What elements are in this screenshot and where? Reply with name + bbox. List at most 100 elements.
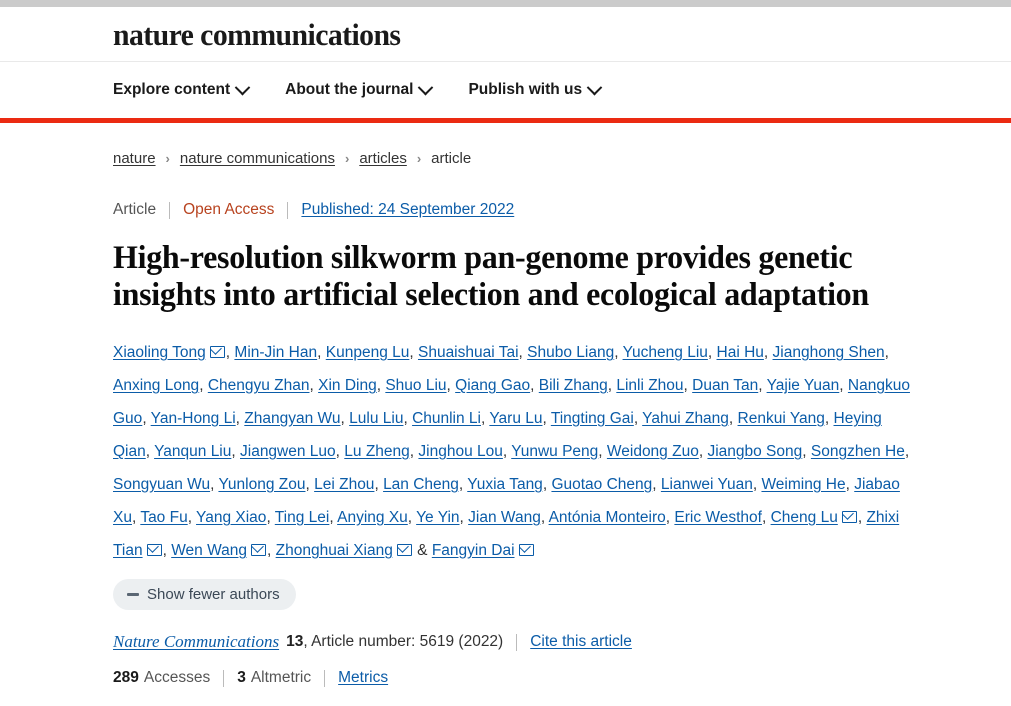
- author-link[interactable]: Eric Westhof: [674, 509, 762, 526]
- author-separator: ,: [235, 410, 245, 427]
- author-link[interactable]: Yang Xiao: [196, 509, 267, 526]
- author-link[interactable]: Hai Hu: [716, 344, 764, 361]
- meta-divider: [169, 201, 171, 219]
- author-separator: ,: [267, 542, 276, 559]
- author-link[interactable]: Shuo Liu: [385, 377, 447, 394]
- author-link[interactable]: Nangkuo Guo: [113, 377, 910, 427]
- email-envelope-icon[interactable]: [396, 544, 412, 556]
- breadcrumb-item-articles[interactable]: articles: [359, 150, 407, 167]
- author-link[interactable]: Yaru Lu: [489, 410, 543, 427]
- nav-item-publish-with-us[interactable]: Publish with us: [468, 79, 603, 99]
- author-separator: ,: [518, 344, 528, 361]
- author-link[interactable]: Heying Qian: [113, 410, 882, 460]
- show-fewer-authors-button[interactable]: Show fewer authors: [113, 579, 296, 610]
- author-link[interactable]: Jiabao Xu: [113, 476, 900, 526]
- journal-logo[interactable]: nature communications: [113, 16, 401, 52]
- author-link[interactable]: Weiming He: [761, 476, 846, 493]
- cite-this-article-link[interactable]: Cite this article: [530, 633, 632, 650]
- author-link[interactable]: Tao Fu: [140, 509, 188, 526]
- author-link[interactable]: Renkui Yang: [737, 410, 825, 427]
- published-date-link[interactable]: Published: 24 September 2022: [301, 201, 515, 218]
- email-envelope-icon[interactable]: [841, 511, 857, 523]
- author-link[interactable]: Xiaoling Tong: [113, 344, 206, 361]
- author-link[interactable]: Chunlin Li: [412, 410, 481, 427]
- author-separator: ,: [752, 476, 762, 493]
- author-link[interactable]: Zhixi Tian: [113, 509, 900, 559]
- author-link[interactable]: Lu Zheng: [344, 443, 410, 460]
- author-link[interactable]: Ye Yin: [416, 509, 460, 526]
- author-link[interactable]: Lei Zhou: [314, 476, 375, 493]
- author-separator: ,: [376, 377, 386, 394]
- author-link[interactable]: Lan Cheng: [383, 476, 459, 493]
- author-link[interactable]: Lulu Liu: [349, 410, 404, 427]
- author-link[interactable]: Yunlong Zou: [218, 476, 306, 493]
- author-list: Xiaoling Tong, Min-Jin Han, Kunpeng Lu, …: [113, 336, 913, 567]
- email-envelope-icon[interactable]: [518, 544, 534, 556]
- breadcrumb-item-nature-communications[interactable]: nature communications: [179, 150, 335, 167]
- author-link[interactable]: Zhangyan Wu: [244, 410, 341, 427]
- author-link[interactable]: Yan-Hong Li: [150, 410, 236, 427]
- breadcrumb-item-nature[interactable]: nature: [113, 150, 156, 167]
- author-link[interactable]: Xin Ding: [318, 377, 377, 394]
- author-link[interactable]: Kunpeng Lu: [325, 344, 410, 361]
- author-separator: ,: [142, 410, 151, 427]
- author-link[interactable]: Ting Lei: [274, 509, 330, 526]
- author-link[interactable]: Songzhen He: [810, 443, 905, 460]
- author-link[interactable]: Shuaishuai Tai: [417, 344, 519, 361]
- author-link[interactable]: Tingting Gai: [550, 410, 634, 427]
- author-link[interactable]: Antónia Monteiro: [548, 509, 666, 526]
- author-link[interactable]: Cheng Lu: [770, 509, 838, 526]
- author-link[interactable]: Yunwu Peng: [511, 443, 599, 460]
- author-link[interactable]: Jian Wang: [468, 509, 541, 526]
- metrics-link[interactable]: Metrics: [338, 669, 389, 686]
- author-link[interactable]: Weidong Zuo: [606, 443, 699, 460]
- breadcrumb-item-article: article: [431, 150, 472, 167]
- nav-item-label: Publish with us: [468, 81, 583, 98]
- author-link[interactable]: Yajie Yuan: [766, 377, 840, 394]
- author-link[interactable]: Yuxia Tang: [467, 476, 543, 493]
- author-link[interactable]: Shubo Liang: [527, 344, 615, 361]
- author-separator: ,: [131, 509, 141, 526]
- author-link[interactable]: Wen Wang: [171, 542, 248, 559]
- author-separator: ,: [335, 443, 345, 460]
- author-separator: ,: [409, 344, 418, 361]
- author-link[interactable]: Guotao Cheng: [551, 476, 653, 493]
- author-separator: ,: [374, 476, 384, 493]
- author-link[interactable]: Yucheng Liu: [622, 344, 708, 361]
- citation-line: Nature Communications 13 , Article numbe…: [113, 631, 991, 653]
- author-separator: ,: [409, 443, 419, 460]
- email-envelope-icon[interactable]: [251, 544, 267, 556]
- author-link[interactable]: Jianghong Shen: [772, 344, 885, 361]
- chevron-down-icon: [234, 79, 251, 95]
- author-link[interactable]: Min-Jin Han: [234, 344, 318, 361]
- main-navigation: Explore content About the journal Publis…: [0, 62, 1011, 118]
- author-link[interactable]: Jiangwen Luo: [240, 443, 336, 460]
- author-link[interactable]: Zhonghuai Xiang: [275, 542, 393, 559]
- chevron-down-icon: [586, 79, 603, 95]
- author-link[interactable]: Qiang Gao: [455, 377, 531, 394]
- author-link[interactable]: Duan Tan: [692, 377, 759, 394]
- author-link[interactable]: Fangyin Dai: [431, 542, 515, 559]
- author-link[interactable]: Lianwei Yuan: [660, 476, 753, 493]
- journal-name-link[interactable]: Nature Communications: [113, 632, 280, 651]
- author-separator: ,: [231, 443, 240, 460]
- author-link[interactable]: Anying Xu: [337, 509, 408, 526]
- email-envelope-icon[interactable]: [209, 346, 225, 358]
- email-envelope-icon[interactable]: [146, 544, 162, 556]
- author-ampersand: &: [412, 542, 432, 559]
- author-link[interactable]: Bili Zhang: [538, 377, 608, 394]
- author-link[interactable]: Jinghou Lou: [418, 443, 503, 460]
- author-separator: ,: [145, 443, 155, 460]
- nav-item-explore-content[interactable]: Explore content: [113, 79, 251, 99]
- author-link[interactable]: Yahui Zhang: [642, 410, 729, 427]
- nav-item-about-the-journal[interactable]: About the journal: [285, 79, 434, 99]
- author-link[interactable]: Jiangbo Song: [707, 443, 803, 460]
- author-link[interactable]: Anxing Long: [113, 377, 200, 394]
- accesses-label: Accesses: [143, 669, 211, 686]
- author-link[interactable]: Songyuan Wu: [113, 476, 211, 493]
- author-link[interactable]: Yanqun Liu: [154, 443, 232, 460]
- author-separator: ,: [403, 410, 413, 427]
- author-link[interactable]: Chengyu Zhan: [207, 377, 310, 394]
- author-separator: ,: [802, 443, 811, 460]
- author-link[interactable]: Linli Zhou: [616, 377, 684, 394]
